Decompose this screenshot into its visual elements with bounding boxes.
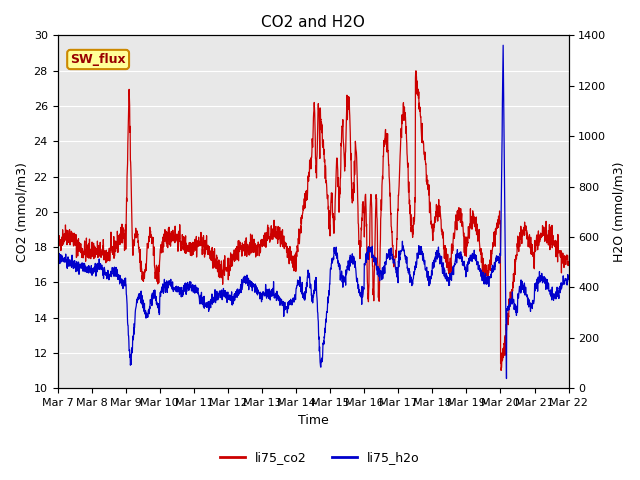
li75_h2o xyxy=(550,292,558,298)
Legend: li75_co2, li75_h2o: li75_co2, li75_h2o xyxy=(215,446,425,469)
li75_co2 xyxy=(550,239,558,245)
Y-axis label: H2O (mmol/m3): H2O (mmol/m3) xyxy=(612,162,625,262)
li75_co2 xyxy=(412,68,420,73)
Line: li75_co2: li75_co2 xyxy=(58,71,568,371)
li75_h2o xyxy=(499,42,507,48)
li75_co2 xyxy=(456,211,464,216)
li75_co2 xyxy=(289,257,296,263)
Y-axis label: CO2 (mmol/m3): CO2 (mmol/m3) xyxy=(15,162,28,262)
li75_co2 xyxy=(54,241,61,247)
li75_h2o xyxy=(550,294,558,300)
li75_h2o xyxy=(302,287,310,293)
li75_h2o xyxy=(502,376,510,382)
li75_h2o xyxy=(564,274,572,280)
li75_h2o xyxy=(54,252,61,258)
li75_h2o xyxy=(456,256,464,262)
X-axis label: Time: Time xyxy=(298,414,328,427)
Line: li75_h2o: li75_h2o xyxy=(58,45,568,379)
li75_co2 xyxy=(564,262,572,267)
li75_co2 xyxy=(80,250,88,255)
li75_co2 xyxy=(497,368,505,373)
Title: CO2 and H2O: CO2 and H2O xyxy=(261,15,365,30)
li75_co2 xyxy=(302,188,310,194)
li75_h2o xyxy=(289,299,296,305)
Text: SW_flux: SW_flux xyxy=(70,53,126,66)
li75_co2 xyxy=(550,243,558,249)
li75_h2o xyxy=(80,268,88,274)
